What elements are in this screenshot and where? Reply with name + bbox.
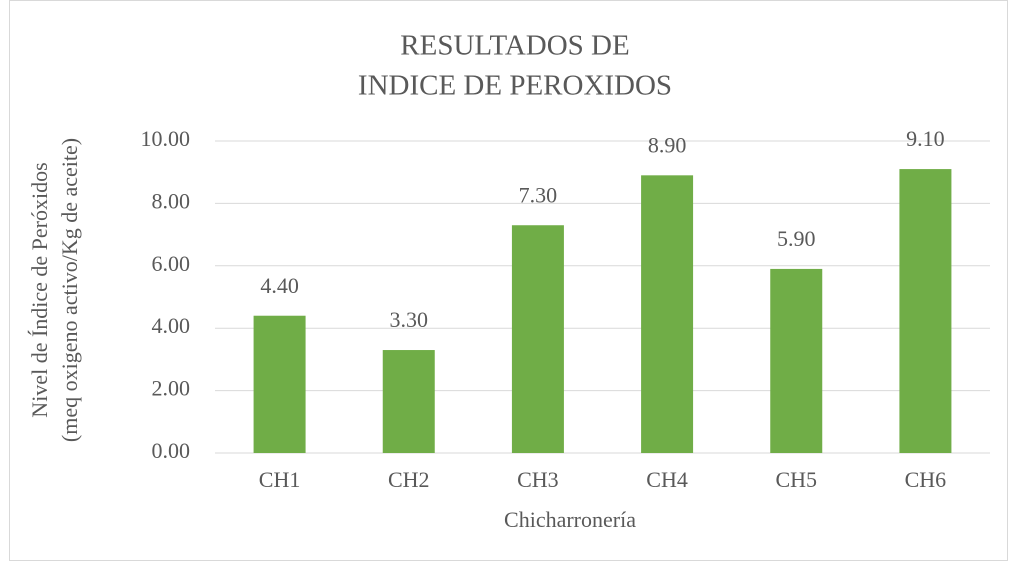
value-label: 9.10 bbox=[906, 126, 945, 151]
chart-title: RESULTADOS DE bbox=[400, 30, 629, 62]
y-tick-label: 8.00 bbox=[152, 188, 191, 213]
y-tick-label: 2.00 bbox=[152, 376, 191, 401]
y-axis-label: (meq oxigeno activo/Kg de aceite) bbox=[57, 138, 82, 442]
bar bbox=[899, 169, 952, 453]
x-axis-label: Chicharronería bbox=[504, 507, 636, 532]
chart-title: INDICE DE PEROXIDOS bbox=[358, 70, 672, 102]
bar bbox=[770, 268, 823, 453]
x-tick-label: CH5 bbox=[775, 467, 817, 492]
x-tick-label: CH6 bbox=[905, 467, 947, 492]
y-tick-label: 0.00 bbox=[152, 438, 191, 463]
value-label: 8.90 bbox=[648, 132, 687, 157]
value-label: 4.40 bbox=[260, 273, 299, 298]
bar bbox=[641, 175, 694, 453]
chart-border bbox=[9, 0, 1008, 561]
bar bbox=[511, 225, 564, 453]
y-tick-label: 4.00 bbox=[152, 313, 191, 338]
x-tick-label: CH3 bbox=[517, 467, 559, 492]
bar bbox=[253, 315, 306, 453]
x-tick-label: CH1 bbox=[259, 467, 301, 492]
value-label: 5.90 bbox=[777, 226, 816, 251]
y-axis-label: Nivel de Índice de Peróxidos bbox=[27, 162, 52, 417]
y-tick-label: 6.00 bbox=[152, 251, 191, 276]
x-tick-label: CH2 bbox=[388, 467, 430, 492]
x-tick-label: CH4 bbox=[646, 467, 688, 492]
value-label: 3.30 bbox=[390, 307, 429, 332]
y-tick-label: 10.00 bbox=[141, 126, 191, 151]
bar bbox=[382, 350, 435, 453]
value-label: 7.30 bbox=[519, 182, 558, 207]
